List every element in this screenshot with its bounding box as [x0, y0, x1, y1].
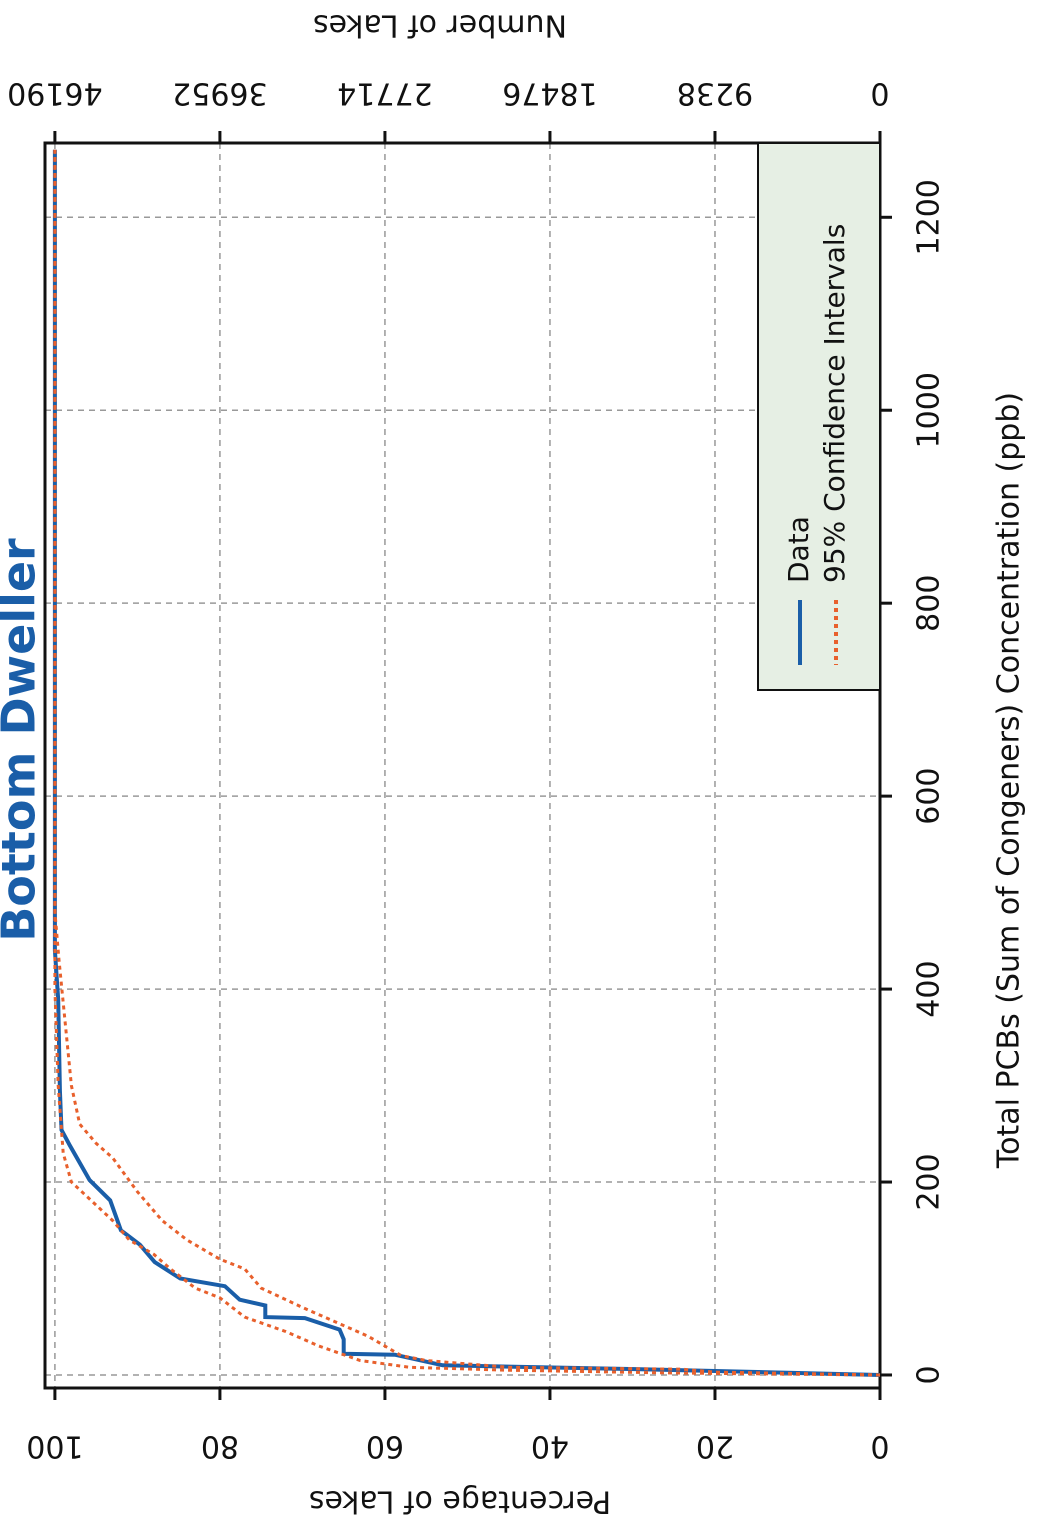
y2-axis-label: Number of Lakes	[313, 8, 567, 43]
y-tick-label: 0	[870, 1429, 889, 1464]
x-axis-label: Total PCBs (Sum of Congeners) Concentrat…	[992, 392, 1027, 1169]
chart-title: Bottom Dweller	[0, 538, 46, 942]
x-tick-label: 0	[912, 1365, 947, 1384]
x-tick-label: 1200	[912, 179, 947, 255]
y-tick-label: 100	[26, 1429, 83, 1464]
x-tick-label: 400	[912, 960, 947, 1017]
y-tick-label: 80	[201, 1429, 239, 1464]
x-tick-label: 800	[912, 575, 947, 632]
series-line	[53, 149, 881, 1377]
y-tick-label: 40	[531, 1429, 569, 1464]
y2-tick-label: 46190	[7, 76, 102, 111]
legend-label: 95% Confidence Intervals	[818, 224, 851, 583]
y2-tick-label: 0	[870, 76, 889, 111]
y-tick-label: 20	[696, 1429, 734, 1464]
y2-tick-label: 9238	[677, 76, 753, 111]
x-tick-label: 200	[912, 1153, 947, 1210]
x-tick-label: 1000	[912, 372, 947, 448]
y2-tick-label: 27714	[337, 76, 432, 111]
x-tick-label: 600	[912, 767, 947, 824]
legend-box	[757, 142, 881, 691]
legend-label: Data	[782, 516, 815, 583]
y-axis-label: Percentage of Lakes	[309, 1484, 611, 1519]
y2-tick-label: 18476	[502, 76, 597, 111]
y-tick-label: 60	[366, 1429, 404, 1464]
series-line	[52, 149, 881, 1377]
y2-tick-label: 36952	[172, 76, 267, 111]
series-line	[53, 149, 881, 1377]
plot-frame	[43, 141, 882, 1390]
